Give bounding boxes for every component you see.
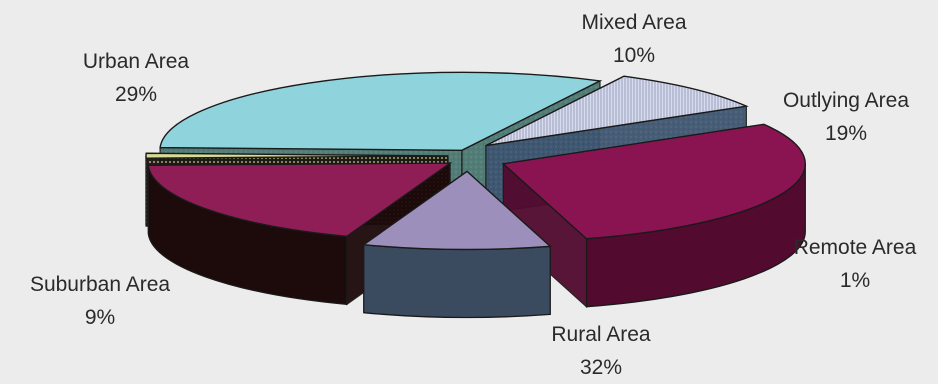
slice-wall-mixed-area [364, 245, 551, 318]
slice-label-outlying-area: Outlying Area 19% [756, 84, 936, 150]
slice-label-text: Urban Area [56, 45, 216, 78]
slice-label-value: 29% [56, 78, 216, 111]
slice-label-value: 10% [554, 39, 714, 72]
slice-label-remote-area: Remote Area 1% [772, 231, 938, 297]
slice-label-urban-area: Urban Area 29% [56, 45, 216, 111]
slice-label-text: Remote Area [772, 231, 938, 264]
slice-label-value: 19% [756, 117, 936, 150]
slice-label-text: Outlying Area [756, 84, 936, 117]
slice-label-text: Suburban Area [0, 268, 200, 301]
slice-label-value: 1% [772, 264, 938, 297]
slice-label-text: Rural Area [516, 318, 686, 351]
slice-label-value: 32% [516, 351, 686, 384]
slice-label-suburban-area: Suburban Area 9% [0, 268, 200, 334]
slice-label-value: 9% [0, 301, 200, 334]
slice-label-rural-area: Rural Area 32% [516, 318, 686, 384]
slice-label-text: Mixed Area [554, 6, 714, 39]
slice-label-mixed-area: Mixed Area 10% [554, 6, 714, 72]
